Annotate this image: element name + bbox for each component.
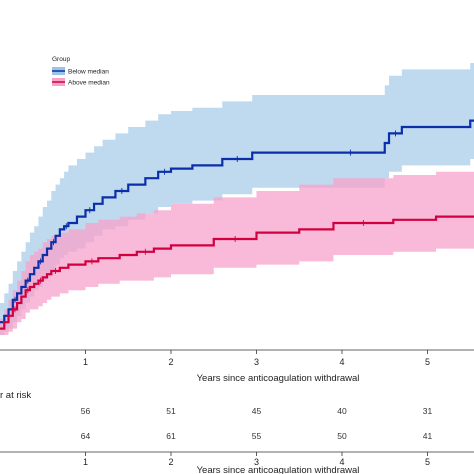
x-tick-label: 5 — [425, 357, 430, 367]
x-tick-label: 1 — [83, 357, 88, 367]
km-line-below-median — [0, 119, 474, 324]
risk-table-title: r at risk — [0, 390, 31, 401]
legend-label-below-median: Below median — [68, 69, 109, 76]
risk-x-axis-ticks: 1 2 3 4 5 — [83, 452, 430, 467]
x-tick-label: 3 — [254, 357, 259, 367]
survival-curves — [0, 119, 474, 330]
legend-title: Group — [52, 56, 70, 63]
risk-x-tick-label: 1 — [83, 457, 88, 467]
confidence-bands — [0, 63, 474, 335]
risk-x-axis-title: Years since anticoagulation withdrawal — [197, 465, 360, 474]
risk-count-above-median: 61 — [166, 431, 176, 441]
risk-x-tick-label: 2 — [168, 457, 173, 467]
risk-count-below-median: 40 — [337, 406, 347, 416]
risk-count-below-median: 45 — [252, 406, 262, 416]
ci-band-above-median — [0, 171, 474, 335]
x-tick-label: 2 — [168, 357, 173, 367]
x-axis-ticks: 1 2 3 4 5 — [83, 350, 430, 367]
risk-count-above-median: 41 — [423, 431, 433, 441]
risk-count-above-median: 50 — [337, 431, 347, 441]
censor-marks — [14, 130, 396, 313]
risk-x-tick-label: 3 — [254, 457, 259, 467]
risk-count-below-median: 56 — [81, 406, 91, 416]
km-line-above-median — [0, 215, 474, 330]
ci-band-below-median — [0, 63, 474, 335]
risk-count-above-median: 64 — [81, 431, 91, 441]
risk-count-below-median: 31 — [423, 406, 433, 416]
x-axis-title: Years since anticoagulation withdrawal — [197, 373, 360, 384]
legend-label-above-median: Above median — [68, 80, 110, 87]
x-tick-label: 4 — [339, 357, 344, 367]
risk-count-above-median: 55 — [252, 431, 262, 441]
risk-x-tick-label: 4 — [339, 457, 344, 467]
risk-table-values: 56 51 45 40 31 64 61 55 50 41 — [81, 406, 433, 441]
legend: Group Below median Above median — [52, 56, 110, 87]
risk-x-tick-label: 5 — [425, 457, 430, 467]
risk-count-below-median: 51 — [166, 406, 176, 416]
